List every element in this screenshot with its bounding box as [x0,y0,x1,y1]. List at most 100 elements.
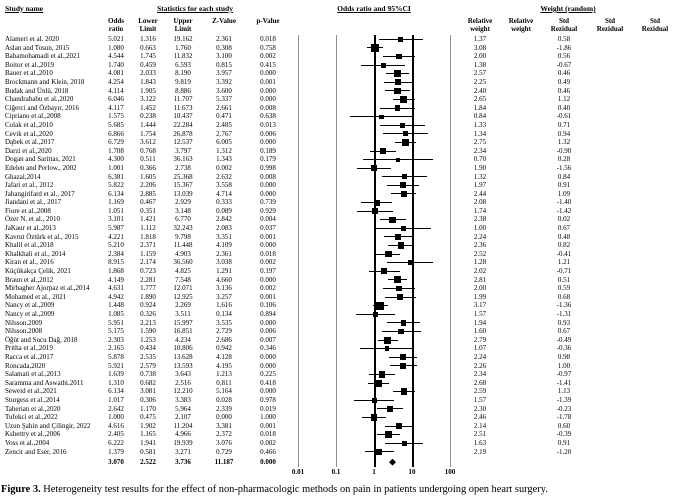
odds-ratio-cell: 1.169 [108,198,124,207]
odds-ratio-cell: 3.101 [108,215,124,224]
study-name-cell: Boitor et al.,2019 [5,60,54,69]
or-square-marker [372,208,378,214]
plot-col-spacer [290,15,458,35]
z-value-cell: 0.815 [216,60,232,69]
upper-limit-cell: 12.071 [173,284,193,293]
odds-ratio-cell: 6.134 [108,189,124,198]
p-value-cell: 0.466 [260,447,276,456]
odds-ratio-cell: 5.951 [108,318,124,327]
std-residual-cell: 0.94 [557,129,571,138]
std-residual-col-header: Std Rezidual [550,17,578,33]
or-square-marker [384,250,392,258]
odds-ratio-cell: 2.405 [108,430,124,439]
study-name-cell: Cevik et al.,2020 [5,129,53,138]
odds-ratio-cell: 4.254 [108,77,124,86]
z-value-cell: 2.339 [216,404,232,413]
upper-limit-cell: 2.269 [175,301,191,310]
z-value-cell: 3.351 [216,232,232,241]
forest-plot-cell [290,61,458,70]
forest-plot-gridlines [0,35,678,468]
z-value-cell: 2.767 [216,129,232,138]
odds-ratio-cell: 1.448 [108,301,124,310]
or-square-marker [401,226,406,231]
z-value-cell: 0.942 [216,344,232,353]
p-value-cell: 0.006 [260,129,276,138]
table-row: Nilsson,2009 5.951 2.213 15.997 3.535 0.000 1.… [0,319,678,328]
upper-limit-cell: 8.886 [175,86,191,95]
z-value-cell: 0.729 [216,447,232,456]
z-value-cell: 3.136 [216,284,232,293]
odds-ratio-cell: 1.080 [108,43,124,52]
upper-limit-cell: 12.210 [173,387,193,396]
study-name-cell: Küçükakça Çelik, 2021 [5,267,71,276]
odds-ratio-cell: 6.222 [108,438,124,447]
z-value-cell: 3.535 [216,318,232,327]
table-row: Zencir and Eser, 2016 1.379 0.581 3.271 0.72… [0,448,678,457]
forest-plot-cell [290,336,458,345]
z-value-cell: 2.372 [216,430,232,439]
odds-ratio-cell: 4.117 [108,103,124,112]
p-value-cell: 0.638 [260,112,276,121]
lower-limit-cell: 1.165 [140,430,156,439]
forest-plot-cell [290,362,458,371]
z-value-cell: 5.164 [216,387,232,396]
table-row: Salamati et al.,2013 1.639 0.738 3.643 1.213… [0,370,678,379]
std-residual-cell: 0.49 [557,77,571,86]
or-square-marker [372,311,378,317]
std-residual-cell: -1.40 [556,198,572,207]
z-value-col-header: Z-Value [212,17,236,25]
lower-limit-cell: 0.738 [140,370,156,379]
z-value-cell: 0.308 [216,43,232,52]
relative-weight-cell: 1.63 [473,438,487,447]
forest-plot-area: Alameri et al. 2020 5.021 1.316 19.162 2.361… [0,35,678,468]
z-value-cell: 2.485 [216,120,232,129]
upper-limit-cell: 36.163 [173,155,193,164]
forest-plot-cell [290,164,458,173]
or-square-marker [393,70,401,78]
upper-limit-cell: 22.284 [173,120,193,129]
table-row: Nancy et al.,2009 1.085 0.326 3.511 0.134 0.8… [0,310,678,319]
or-square-marker [373,199,380,206]
p-value-cell: 0.008 [260,172,276,181]
or-square-marker [397,294,404,301]
or-square-marker [378,371,386,378]
std-residual-cell: 0.59 [557,284,571,293]
z-value-cell: 1.291 [216,267,232,276]
relative-weight-cell: 1.28 [473,258,487,267]
relative-weight-cell: 2.59 [473,387,487,396]
upper-limit-cell: 4.903 [175,249,191,258]
std-residual-cell: 0.46 [557,86,571,95]
upper-limit-cell: 4.234 [175,335,191,344]
forest-plot-cell [290,78,458,87]
table-row: Voss et al.,2004 6.222 1.941 19.939 3.076 0.0… [0,439,678,448]
relative-weight-cell: 2.75 [473,138,487,147]
or-square-marker [398,242,405,249]
table-row: Bauer et al.,2010 4.081 2.033 8.190 3.957 0.0… [0,69,678,78]
relative-weight-cell: 2.36 [473,241,487,250]
upper-limit-cell: 11.204 [173,421,193,430]
upper-limit-cell: 3.736 [175,457,191,466]
p-value-cell: 0.000 [260,69,276,78]
upper-limit-cell: 11.707 [173,95,193,104]
study-name-cell: Edelen and Perlow., 2002 [5,163,77,172]
forest-plot-cell [290,422,458,431]
lower-limit-cell: 0.326 [140,310,156,318]
std-residual-cell: 0.91 [557,438,571,447]
p-value-cell: 0.000 [260,86,276,95]
study-name-cell: Taherian et al.,2020 [5,404,61,413]
table-row: Darzi et al.,2020 1.708 0.768 3.797 1.312 0.1… [0,147,678,156]
table-row: Chandrababu et al.,2020 6.046 3.122 11.707 5… [0,95,678,104]
study-name-cell: Seweid et al.,2021 [5,387,57,396]
std-residual-cell: 0.67 [557,327,571,336]
table-row: Racca et al.,2017 5.878 2.535 13.628 4.128 0.… [0,353,678,362]
table-row: Jafari et al., 2012 5.822 2.206 15.367 3.558… [0,181,678,190]
std-residual-cell: 0.28 [557,155,571,164]
odds-ratio-cell: 1.740 [108,60,124,69]
forest-plot-cell [290,241,458,250]
p-value-cell: 0.001 [260,77,276,86]
or-square-marker [376,448,383,455]
or-square-marker [398,328,404,335]
z-value-cell: 6.005 [216,138,232,147]
std-residual-cell: 1.12 [557,95,571,104]
p-value-cell: 0.006 [260,327,276,336]
